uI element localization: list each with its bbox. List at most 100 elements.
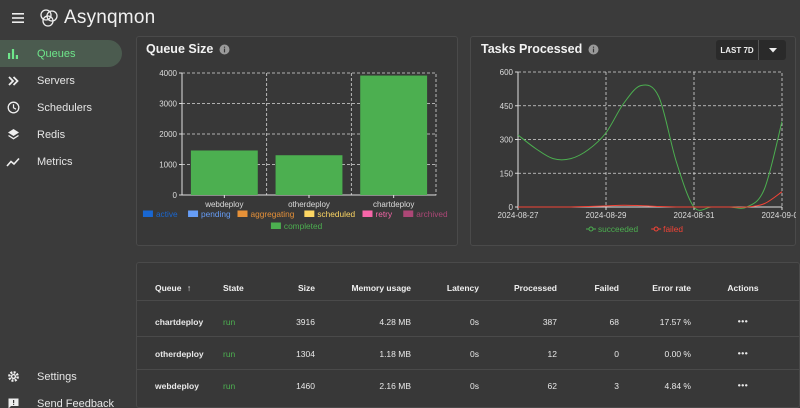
queue-processed: 62 <box>547 381 557 391</box>
x-tick-label: chartdeploy <box>373 200 414 209</box>
double-chevron-icon <box>0 75 26 87</box>
column-header-failed[interactable]: Failed <box>594 283 619 293</box>
queue-error-rate: 17.57 % <box>659 317 691 327</box>
y-tick-label: 2000 <box>159 130 177 139</box>
queue-state: run <box>223 317 236 327</box>
column-header-queue[interactable]: Queue ↑ <box>155 283 191 293</box>
sidebar: Queues Servers Schedulers Redis Metrics … <box>0 36 128 408</box>
legend-label-completed: completed <box>284 221 323 231</box>
y-tick-label: 3000 <box>159 100 177 109</box>
queue-state: run <box>223 349 236 359</box>
queue-failed: 68 <box>609 317 619 327</box>
tasks-processed-title: Tasks Processed <box>481 42 599 56</box>
queues-table: Queue ↑ State Size Memory usage Latency … <box>136 262 800 408</box>
sidebar-item-settings[interactable]: Settings <box>0 363 122 390</box>
queue-name-link[interactable]: otherdeploy <box>155 349 204 359</box>
legend-label-retry: retry <box>376 209 393 219</box>
sidebar-item-label: Metrics <box>37 155 73 168</box>
sort-arrow-icon[interactable]: ↑ <box>186 283 192 293</box>
sidebar-item-metrics[interactable]: Metrics <box>0 148 122 175</box>
legend-swatch-pending <box>188 210 199 217</box>
menu-icon[interactable] <box>0 0 36 36</box>
legend-swatch-completed <box>270 222 281 229</box>
queue-name-link[interactable]: chartdeploy <box>155 317 204 327</box>
legend-swatch-scheduled <box>304 210 315 217</box>
column-header-error-rate[interactable]: Error rate <box>652 283 691 293</box>
column-header-latency[interactable]: Latency <box>446 283 479 293</box>
bar-completed <box>360 75 428 195</box>
x-tick-label: otherdeploy <box>288 200 330 209</box>
tasks-processed-card <box>470 36 796 246</box>
legend-label-pending: pending <box>201 209 231 219</box>
legend-swatch-aggregating <box>237 210 248 217</box>
x-tick-label: 2024-08-29 <box>586 211 627 220</box>
legend-label-aggregating: aggregating <box>251 209 295 219</box>
sidebar-item-servers[interactable]: Servers <box>0 67 122 94</box>
y-tick-label: 450 <box>500 102 514 111</box>
asynqmon-logo-icon <box>40 9 58 27</box>
column-header-state[interactable]: State <box>223 283 244 293</box>
info-icon[interactable] <box>219 44 230 55</box>
column-header-processed[interactable]: Processed <box>514 283 557 293</box>
queue-state: run <box>223 381 236 391</box>
queue-processed: 12 <box>547 349 557 359</box>
series-line-failed <box>517 191 783 208</box>
queue-memory: 4.28 MB <box>379 317 411 327</box>
app-logo[interactable]: Asynqmon <box>38 7 155 29</box>
queue-size-chart: 0 1000 2000 3000 4000 webdeploy otherdeploy cha… <box>142 69 448 231</box>
more-actions-icon[interactable]: ••• <box>737 316 749 326</box>
x-tick-label: webdeploy <box>204 200 243 209</box>
app-bar: Asynqmon <box>0 0 800 36</box>
more-actions-icon[interactable]: ••• <box>737 348 749 358</box>
divider <box>137 300 799 301</box>
column-header-size[interactable]: Size <box>297 283 315 293</box>
column-header-memory-usage[interactable]: Memory usage <box>351 283 411 293</box>
queue-failed: 3 <box>614 381 619 391</box>
sidebar-item-label: Settings <box>37 370 77 383</box>
sidebar-item-label: Send Feedback <box>37 397 115 408</box>
time-range-label: LAST 7D <box>720 45 754 55</box>
more-actions-icon[interactable]: ••• <box>737 380 749 390</box>
legend-swatch-archived <box>403 210 414 217</box>
y-tick-label: 4000 <box>159 69 177 78</box>
sidebar-item-label: Redis <box>37 128 66 141</box>
series-line-succeeded <box>517 84 783 211</box>
legend-label-scheduled: scheduled <box>317 209 355 219</box>
sidebar-item-label: Servers <box>37 74 75 87</box>
legend-swatch-retry <box>362 210 373 217</box>
queue-latency: 0s <box>470 317 479 327</box>
queue-size: 3916 <box>296 317 315 327</box>
gear-icon <box>0 370 26 383</box>
queue-size: 1460 <box>296 381 315 391</box>
caret-down-icon[interactable] <box>759 47 786 53</box>
y-tick-label: 1000 <box>159 161 177 170</box>
queue-latency: 0s <box>470 381 479 391</box>
feedback-icon <box>0 397 26 408</box>
x-tick-label: 2024-09-02 <box>762 211 796 220</box>
sidebar-item-label: Schedulers <box>37 101 93 114</box>
sidebar-item-send-feedback[interactable]: Send Feedback <box>0 390 122 408</box>
queue-error-rate: 4.84 % <box>664 381 691 391</box>
sidebar-item-queues[interactable]: Queues <box>0 40 122 67</box>
bar-chart-icon <box>0 48 26 60</box>
queue-size: 1304 <box>296 349 315 359</box>
y-tick-label: 300 <box>500 136 514 145</box>
trend-line-icon <box>0 156 26 168</box>
time-range-select[interactable]: LAST 7D <box>716 40 786 60</box>
y-tick-label: 150 <box>500 169 514 178</box>
queue-failed: 0 <box>614 349 619 359</box>
sidebar-item-redis[interactable]: Redis <box>0 121 122 148</box>
queue-error-rate: 0.00 % <box>664 349 691 359</box>
y-tick-label: 0 <box>173 191 178 200</box>
y-tick-label: 600 <box>500 68 514 77</box>
info-icon[interactable] <box>588 44 599 55</box>
divider <box>758 40 759 60</box>
x-tick-label: 2024-08-31 <box>674 211 715 220</box>
sidebar-item-schedulers[interactable]: Schedulers <box>0 94 122 121</box>
divider <box>137 336 799 337</box>
legend-marker-succeeded <box>588 226 594 232</box>
queue-size-title: Queue Size <box>146 42 230 56</box>
sidebar-item-label: Queues <box>37 47 76 60</box>
y-tick-label: 0 <box>509 203 514 212</box>
queue-name-link[interactable]: webdeploy <box>155 381 199 391</box>
